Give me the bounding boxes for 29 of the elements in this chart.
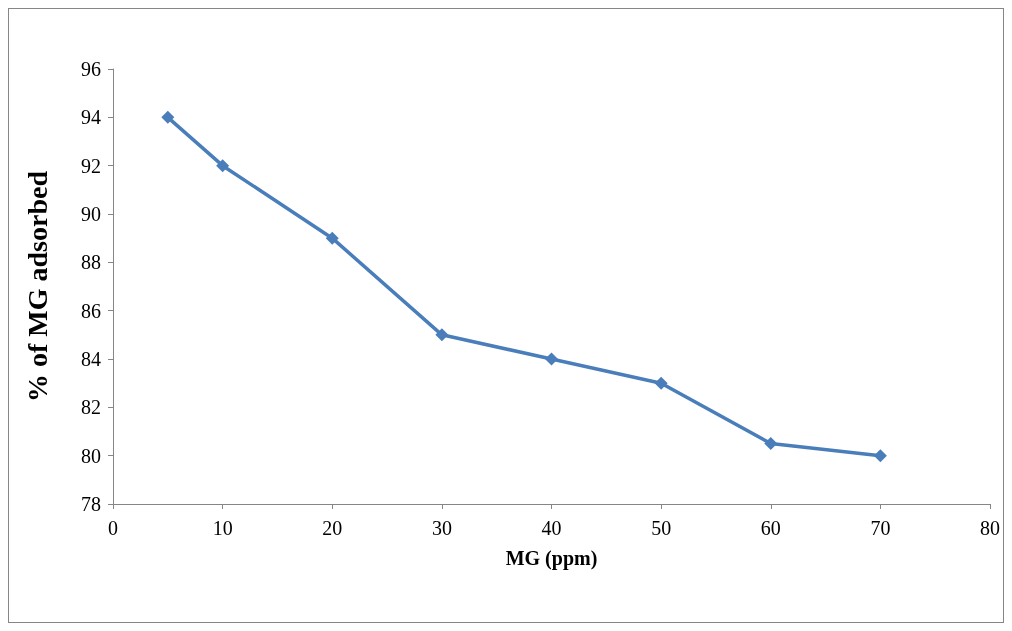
point — [873, 449, 887, 463]
x-tick-label: 30 — [431, 517, 452, 539]
x-tick-label: 50 — [651, 517, 672, 539]
x-tick-label: 40 — [541, 517, 562, 539]
y-tick-label: 90 — [81, 203, 101, 225]
x-tick-label: 10 — [212, 517, 233, 539]
y-tick-label: 86 — [81, 299, 101, 322]
point — [435, 328, 449, 342]
y-tick-label: 94 — [81, 106, 101, 129]
y-tick-label: 96 — [81, 58, 101, 80]
point — [161, 110, 175, 124]
point — [545, 352, 558, 366]
point — [654, 376, 668, 390]
y-axis-title: % of MG adsorbed — [21, 170, 53, 402]
x-tick-label: 0 — [108, 517, 118, 539]
x-tick-label: 80 — [980, 517, 1000, 539]
point — [325, 231, 339, 245]
point — [764, 437, 778, 451]
y-tick-label: 88 — [81, 251, 101, 274]
y-tick-label: 92 — [81, 154, 101, 177]
y-tick-label: 82 — [81, 396, 101, 419]
x-tick-label: 70 — [870, 517, 891, 539]
point — [216, 159, 230, 173]
y-tick-label: 78 — [81, 493, 101, 515]
x-tick-label: 20 — [322, 517, 343, 539]
x-axis-title: MG (ppm) — [505, 547, 598, 570]
x-tick-label: 60 — [760, 517, 781, 539]
y-tick-label: 84 — [81, 348, 101, 370]
y-tick-label: 80 — [81, 444, 101, 467]
